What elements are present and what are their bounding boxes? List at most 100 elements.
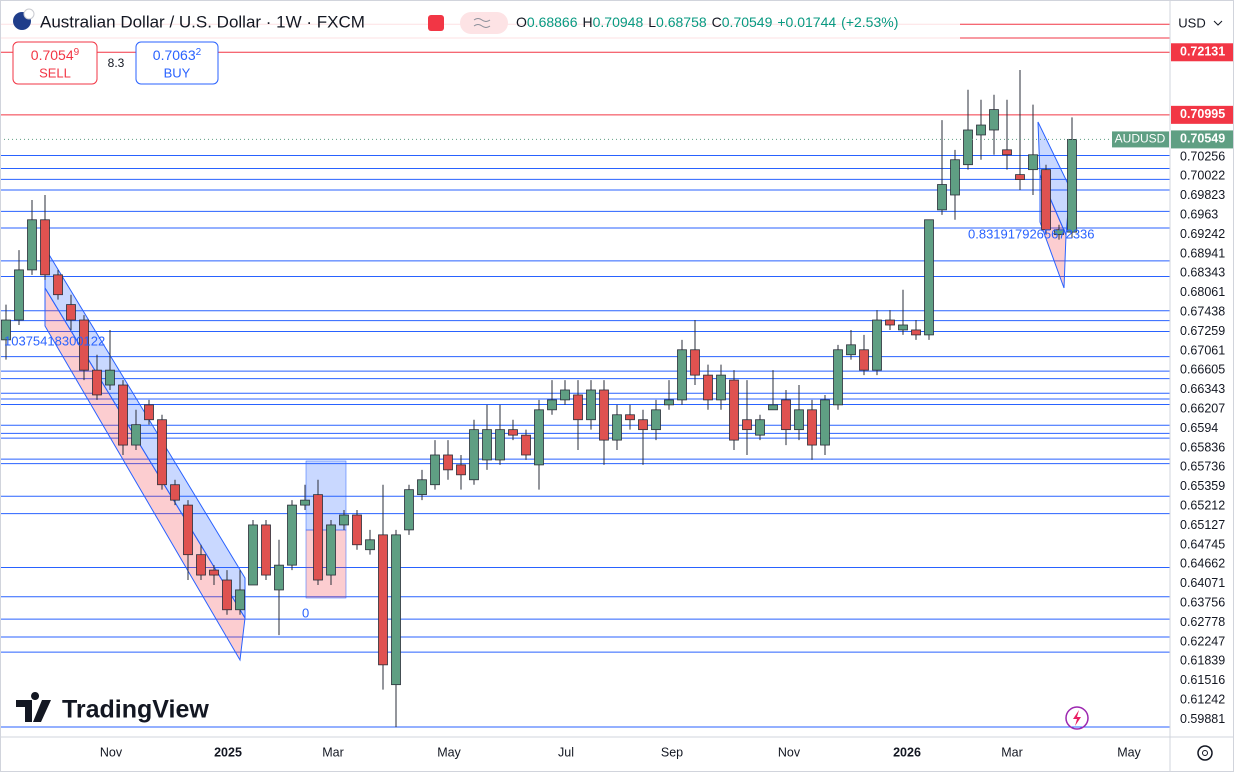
price-label: 0.65359 [1180,479,1225,493]
candle-body [716,374,726,401]
candle-body [1054,229,1064,236]
price-label: 0.6963 [1180,207,1218,221]
candle-body [534,409,544,466]
candle-body [469,429,479,481]
price-label: 0.68941 [1180,246,1225,260]
time-label: 2025 [214,745,242,759]
price-label: 0.67259 [1180,324,1225,338]
price-label: 0.67061 [1180,343,1225,357]
candle-body [1028,154,1038,171]
candle-body [807,409,817,446]
candle-body [378,534,388,666]
price-label: 0.61516 [1180,673,1225,687]
candle-body [170,484,180,501]
buy-box[interactable] [135,41,219,85]
sell-button[interactable]: 0.70549 SELL [12,41,98,85]
price-label: 0.59881 [1180,712,1225,726]
candle-body [521,434,531,456]
box-lower [305,529,347,599]
candle-body [768,404,778,411]
price-label: 0.72131 [1180,45,1225,59]
candle-body [79,319,89,371]
time-label: Mar [322,745,344,759]
candle-body [391,534,401,686]
candle-body [833,349,843,406]
candle-body [209,569,219,576]
candle-body [677,349,687,401]
candle-body [417,479,427,496]
sell-price-digit: 9 [74,47,80,58]
change: +0.01744 [777,14,836,30]
price-label: 0.69242 [1180,227,1225,241]
settings-icon-center [1202,750,1208,756]
price-axis-labels: 0.72131 0.70995 0.70256 0.70022 0.69823 0.696… [1171,43,1233,726]
ohlc-value: 0.70549 [722,14,773,30]
candle-body [14,269,24,321]
candle-body [625,414,635,421]
brand-mark [16,692,51,722]
candle-body [183,504,193,556]
candle-body [963,129,973,166]
candle-body [313,494,323,581]
time-label: Jul [558,745,574,759]
annotation: 10375418300122 [4,333,105,348]
market-status-icon[interactable] [428,15,444,31]
price-label: 0.62778 [1180,615,1225,629]
price-label: 0.70022 [1180,169,1225,183]
candle-body [1041,169,1051,231]
candle-body [859,349,869,371]
data-status-glyph [473,18,491,28]
candle-body [586,389,596,421]
price-label-bg [1171,105,1233,124]
candle-body [820,399,830,446]
candle-body [274,564,284,591]
candle-body [755,419,765,436]
candle-body [92,369,102,396]
candle-body [1,319,11,341]
candle-body [560,389,570,401]
candle-body [911,329,921,336]
alert-icon[interactable] [1065,706,1089,730]
candle-body [638,419,648,431]
price-label: 0.67438 [1180,304,1225,318]
annotation: 0 [302,605,309,620]
candle-body [976,124,986,136]
data-status-icon[interactable] [460,12,508,34]
time-axis-labels: Nov 2025 Mar May Jul Sep Nov 2026 Mar May [100,745,1142,759]
candle-body [1015,174,1025,180]
candle-body [131,424,141,446]
candle-body [196,554,206,576]
time-label: Nov [100,745,123,759]
candle-body [144,404,154,421]
candle-body [326,524,336,576]
time-axis-bg [0,737,1234,772]
candle-body [950,159,960,196]
time-label: Mar [1001,745,1023,759]
price-label: 0.66207 [1180,401,1225,415]
candle-body [248,524,258,586]
currency[interactable]: USD [1178,15,1205,30]
candle-body [365,539,375,551]
sell-label: SELL [39,65,71,80]
ohlc-label: H [583,14,593,30]
ohlc-label: C [712,14,722,30]
candle-body [664,399,674,406]
settings-icon[interactable] [1197,745,1213,761]
candle-body [508,429,518,436]
time-label: 2026 [893,745,921,759]
candle-body [846,344,856,356]
price-label: 0.62247 [1180,634,1225,648]
candle-body [989,109,999,131]
candle-body [651,409,661,431]
buy-button[interactable]: 0.70632 BUY [135,41,219,85]
sell-price: 0.70549 [31,47,80,63]
ohlc-legend: O0.68866 H0.70948 L0.68758 C0.70549 +0.01744… [516,14,898,30]
price-label: 0.64071 [1180,576,1225,590]
candle-body [66,304,76,321]
price-label-bg [1171,43,1233,62]
price-label: 0.6594 [1180,421,1218,435]
sell-box[interactable] [12,41,98,85]
candle-body [742,419,752,431]
candle-body [456,464,466,476]
